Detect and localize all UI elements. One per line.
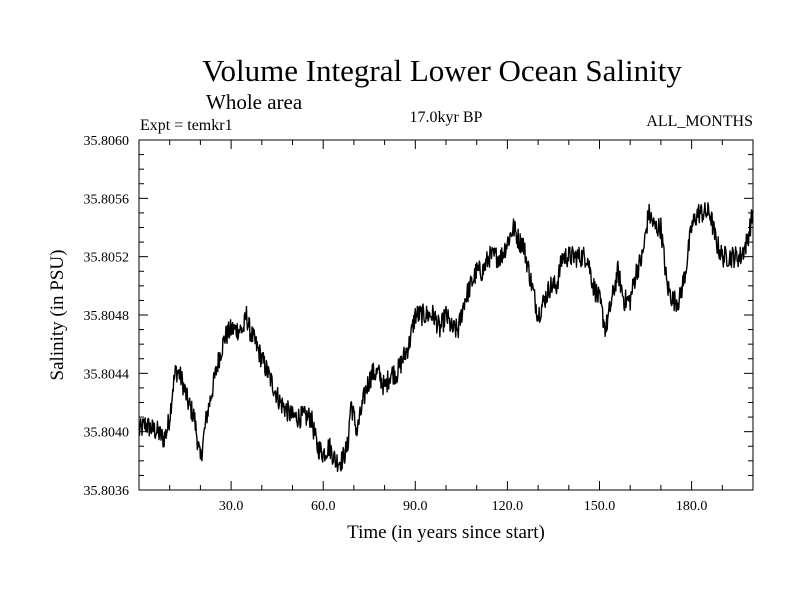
x-tick-label: 150.0 bbox=[584, 499, 616, 514]
x-tick-label: 90.0 bbox=[403, 499, 428, 514]
chart-subtitle: Whole area bbox=[206, 90, 303, 114]
x-tick-label: 30.0 bbox=[219, 499, 244, 514]
months-label: ALL_MONTHS bbox=[646, 113, 753, 130]
plot-frame bbox=[138, 139, 754, 491]
chart-title: Volume Integral Lower Ocean Salinity bbox=[202, 53, 682, 88]
period-label: 17.0kyr BP bbox=[410, 109, 483, 126]
x-tick-label: 60.0 bbox=[311, 499, 336, 514]
x-tick-label: 180.0 bbox=[676, 499, 708, 514]
x-tick-label: 120.0 bbox=[492, 499, 524, 514]
y-tick-label: 35.8040 bbox=[84, 426, 130, 441]
y-axis-label: Salinity (in PSU) bbox=[47, 250, 68, 381]
salinity-series-line bbox=[138, 202, 754, 473]
x-axis: 30.0 60.0 90.0 120.0 150.0 180.0 bbox=[169, 140, 723, 514]
x-axis-label: Time (in years since start) bbox=[347, 522, 545, 543]
y-axis: 35.8036 35.8040 35.8044 35.8048 35.8052 35.80… bbox=[84, 134, 753, 499]
y-tick-label: 35.8060 bbox=[84, 134, 130, 149]
y-tick-label: 35.8044 bbox=[84, 367, 130, 382]
experiment-label: Expt = temkr1 bbox=[140, 117, 233, 134]
y-tick-label: 35.8056 bbox=[84, 192, 130, 207]
y-tick-label: 35.8036 bbox=[84, 484, 130, 499]
y-tick-label: 35.8048 bbox=[84, 309, 130, 324]
y-tick-label: 35.8052 bbox=[84, 251, 130, 266]
